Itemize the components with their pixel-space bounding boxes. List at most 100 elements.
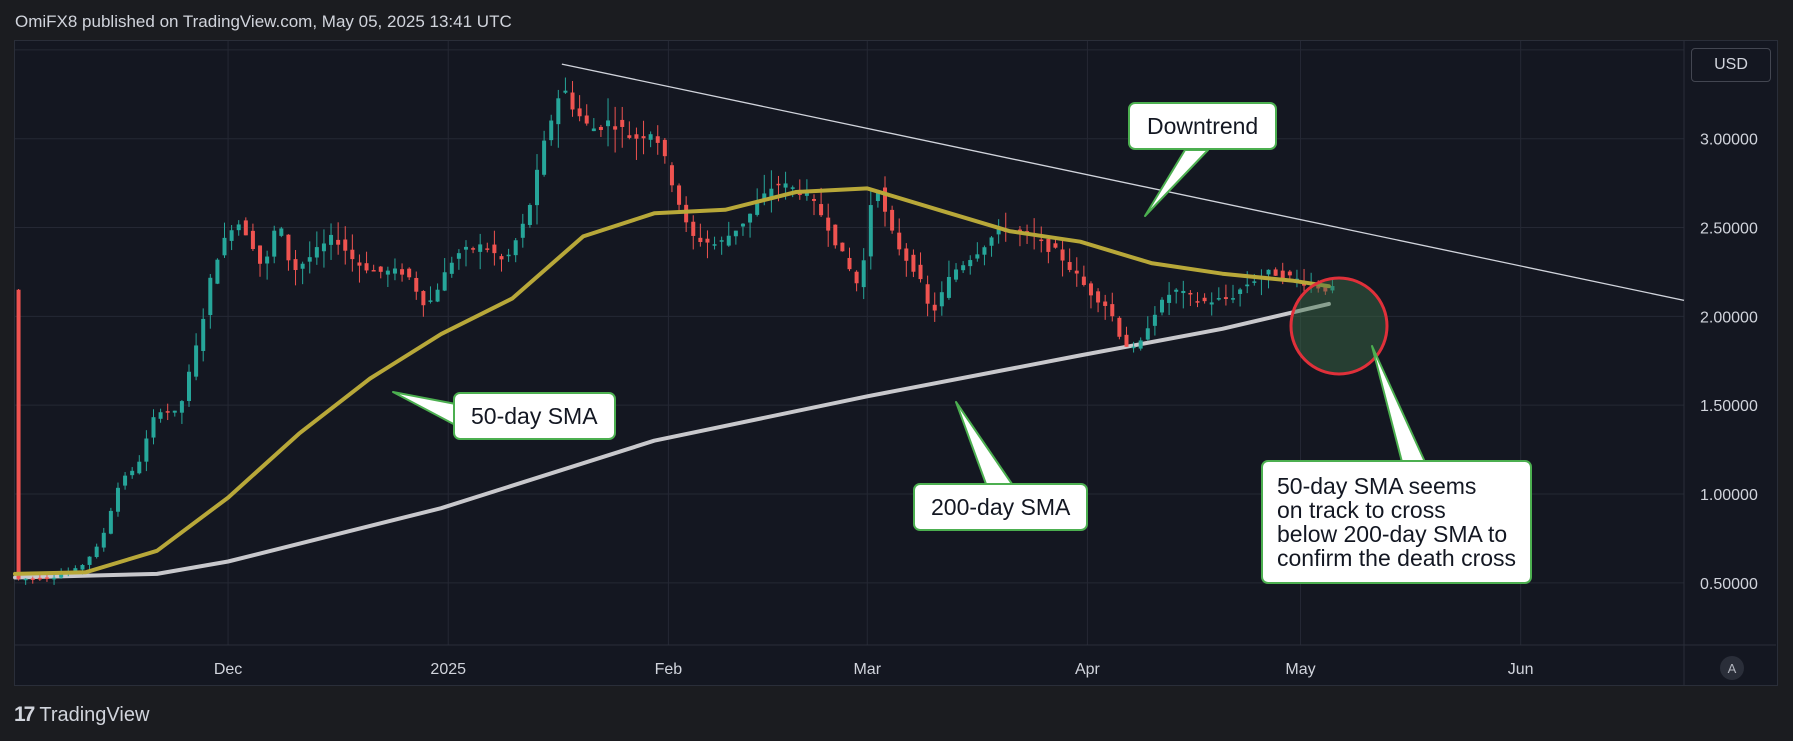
- candle-body: [428, 300, 433, 302]
- y-tick-label: 2.50000: [1700, 221, 1758, 238]
- candle-body: [620, 119, 625, 127]
- candle-body: [115, 487, 120, 512]
- candle-body: [918, 264, 923, 280]
- candle-body: [1223, 297, 1228, 299]
- candle-body: [87, 556, 92, 565]
- sma200-path: [13, 301, 1331, 580]
- tradingview-mark-icon: 17: [14, 703, 35, 726]
- candle-body: [1188, 292, 1193, 295]
- candle-body: [1238, 289, 1243, 294]
- candle-body: [243, 220, 248, 236]
- candle-body: [385, 270, 390, 275]
- candle-body: [904, 248, 909, 261]
- trendline: [561, 63, 1685, 302]
- currency-button[interactable]: USD: [1691, 48, 1771, 82]
- candle-body: [286, 234, 291, 261]
- candle-body: [662, 139, 667, 157]
- candle-body: [1124, 334, 1129, 347]
- candle-body: [1145, 328, 1150, 340]
- candle-body: [300, 263, 305, 269]
- candle-body: [1252, 281, 1257, 283]
- candle-body: [16, 289, 21, 579]
- candle-body: [492, 244, 497, 254]
- tradingview-logo[interactable]: 17 TradingView: [14, 703, 149, 727]
- candle-body: [1053, 243, 1058, 248]
- y-tick-label: 2.00000: [1700, 309, 1758, 326]
- death-cross-pointer: [1371, 345, 1426, 463]
- candle-body: [783, 183, 788, 188]
- candle-body: [584, 115, 589, 124]
- y-axis-labels: 0.50000 1.00000 1.50000 2.00000 2.50000 3.000…: [1700, 132, 1758, 593]
- candle-body: [506, 254, 511, 257]
- candle-body: [1280, 270, 1285, 280]
- candle-body: [336, 239, 341, 245]
- candle-body: [826, 217, 831, 231]
- candle-body: [996, 226, 1001, 235]
- y-tick-label: 0.50000: [1700, 576, 1758, 593]
- candle-body: [201, 318, 206, 351]
- candle-body: [1074, 270, 1079, 274]
- sma200-line: [13, 301, 1331, 580]
- candle-body: [762, 193, 767, 201]
- candle-body: [151, 417, 156, 438]
- x-tick-label: Apr: [1075, 661, 1101, 678]
- candle-body: [1167, 294, 1172, 303]
- candle-body: [939, 292, 944, 307]
- candle-body: [1067, 262, 1072, 270]
- candle-body: [314, 247, 319, 258]
- axis-separators: [15, 41, 1776, 686]
- tradingview-wordmark: TradingView: [39, 703, 150, 726]
- candle-body: [535, 169, 540, 206]
- candle-body: [293, 259, 298, 271]
- downtrend-callout: Downtrend: [1128, 102, 1278, 150]
- sma50-line: [13, 186, 1331, 576]
- candle-body: [456, 253, 461, 259]
- note-line-2: on track to cross: [1277, 497, 1446, 523]
- candle-body: [513, 240, 518, 256]
- candle-body: [350, 249, 355, 260]
- candle-body: [1287, 271, 1292, 276]
- candle-body: [485, 248, 490, 250]
- candle-body: [59, 574, 64, 578]
- candle-body: [648, 134, 653, 140]
- candle-body: [435, 289, 440, 302]
- candle-body: [819, 204, 824, 216]
- candle-body: [897, 232, 902, 250]
- candle-body: [229, 230, 234, 241]
- candle-body: [250, 230, 255, 249]
- candle-body: [272, 230, 277, 257]
- candle-body: [655, 136, 660, 143]
- candle-body: [172, 410, 177, 413]
- downtrend-line: [561, 63, 1685, 302]
- x-tick-label: Jun: [1508, 661, 1534, 678]
- candle-body: [946, 276, 951, 298]
- candle-body: [357, 262, 362, 266]
- candle-body: [776, 183, 781, 186]
- candle-body: [804, 191, 809, 196]
- candle-body: [577, 108, 582, 117]
- candle-body: [549, 120, 554, 141]
- note-line-1: 50-day SMA seems: [1277, 473, 1477, 499]
- candle-body: [755, 203, 760, 215]
- candle-body: [215, 259, 220, 284]
- candle-body: [847, 257, 852, 270]
- x-tick-label: May: [1285, 661, 1315, 678]
- auto-scale-button[interactable]: A: [1720, 656, 1744, 680]
- gridlines: [15, 41, 1684, 645]
- x-tick-label: Dec: [214, 661, 242, 678]
- candle-body: [883, 187, 888, 212]
- candle-body: [1103, 301, 1108, 306]
- candle-body: [726, 235, 731, 246]
- sma200-callout: 200-day SMA: [913, 483, 1089, 531]
- candle-body: [378, 266, 383, 272]
- candle-body: [1216, 298, 1221, 300]
- candle-body: [1330, 286, 1335, 291]
- candle-body: [1039, 239, 1044, 242]
- candle-body: [343, 239, 348, 251]
- candle-body: [1017, 229, 1022, 232]
- candle-body: [1273, 269, 1278, 276]
- candle-body: [329, 234, 334, 245]
- candle-body: [1117, 317, 1122, 337]
- candle-body: [627, 135, 632, 138]
